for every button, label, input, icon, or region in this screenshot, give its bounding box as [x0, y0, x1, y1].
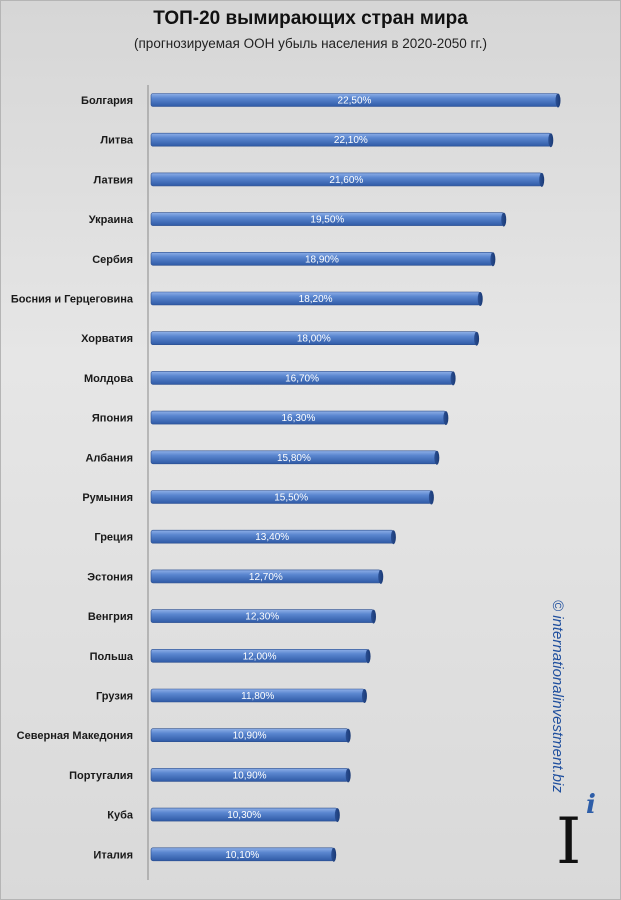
value-label: 22,10% — [334, 135, 368, 146]
bar-end-cap — [361, 689, 367, 703]
value-label: 15,50% — [274, 493, 308, 504]
value-label: 12,00% — [243, 651, 277, 662]
category-label: Латвия — [94, 174, 133, 186]
category-label: Эстония — [87, 571, 133, 583]
bar-end-cap — [345, 728, 351, 743]
value-label: 10,90% — [233, 731, 267, 742]
value-label: 12,30% — [245, 612, 279, 623]
bar-end-cap — [370, 609, 376, 624]
site-logo: I i — [552, 792, 612, 882]
category-label: Польша — [90, 651, 134, 663]
bar-end-cap — [474, 331, 480, 346]
bar-end-cap — [490, 252, 496, 267]
bar-end-cap — [548, 133, 554, 148]
bar-end-cap — [378, 569, 384, 584]
bar-end-cap — [345, 768, 351, 783]
bar-end-cap — [334, 808, 340, 823]
bar-end-cap — [443, 411, 449, 426]
value-label: 15,80% — [277, 453, 311, 464]
category-label: Румыния — [82, 492, 133, 504]
bar-end-cap — [501, 212, 507, 227]
value-label: 22,50% — [338, 96, 372, 107]
category-label: Албания — [85, 452, 133, 464]
value-label: 12,70% — [249, 572, 283, 583]
category-label: Молдова — [84, 373, 134, 385]
logo-small-i: i — [586, 790, 596, 820]
value-label: 21,60% — [329, 175, 363, 186]
value-label: 19,50% — [310, 215, 344, 226]
category-label: Хорватия — [81, 333, 133, 345]
bar-end-cap — [450, 371, 456, 386]
value-label: 18,20% — [299, 294, 333, 305]
value-label: 10,10% — [225, 850, 259, 861]
bar-end-cap — [390, 530, 396, 545]
category-label: Болгария — [81, 95, 133, 107]
bar-end-cap — [331, 847, 337, 862]
bar-end-cap — [365, 649, 371, 664]
value-label: 16,70% — [285, 373, 319, 384]
category-labels-group: Болгария Литва Латвия Украина Сербия Босния и… — [11, 95, 134, 861]
category-label: Босния и Герцеговина — [11, 294, 134, 306]
value-label: 11,80% — [241, 691, 274, 702]
value-label: 18,90% — [305, 254, 339, 265]
category-label: Венгрия — [88, 611, 133, 623]
value-labels-group: 22,50% 22,10% 21,60% 19,50% 18,90% 18,20% 18,0… — [225, 96, 371, 861]
bar-end-cap — [428, 490, 434, 505]
value-label: 13,40% — [255, 532, 289, 543]
category-label: Украина — [89, 214, 134, 226]
bar-end-cap — [555, 93, 561, 108]
category-label: Япония — [92, 413, 133, 425]
category-label: Литва — [100, 135, 133, 147]
category-label: Португалия — [69, 770, 133, 782]
category-label: Грузия — [96, 691, 133, 703]
value-label: 10,90% — [233, 770, 267, 781]
value-label: 16,30% — [281, 413, 315, 424]
category-label: Куба — [107, 810, 134, 822]
value-label: 18,00% — [297, 334, 331, 345]
category-label: Греция — [94, 532, 133, 544]
category-label: Сербия — [92, 254, 133, 266]
bar-end-cap — [539, 172, 545, 187]
chart-title: ТОП-20 вымирающих стран мира — [153, 8, 468, 29]
chart-subtitle: (прогнозируемая ООН убыль населения в 20… — [134, 36, 487, 51]
bar-end-cap — [477, 292, 483, 306]
category-label: Северная Македония — [17, 730, 133, 742]
logo-big-i: I — [556, 805, 582, 879]
category-label: Италия — [93, 849, 133, 861]
bars-group — [150, 93, 561, 862]
watermark-text: © internationalinvestment.biz — [549, 600, 566, 793]
bar-end-cap — [434, 450, 440, 465]
value-label: 10,30% — [227, 810, 261, 821]
